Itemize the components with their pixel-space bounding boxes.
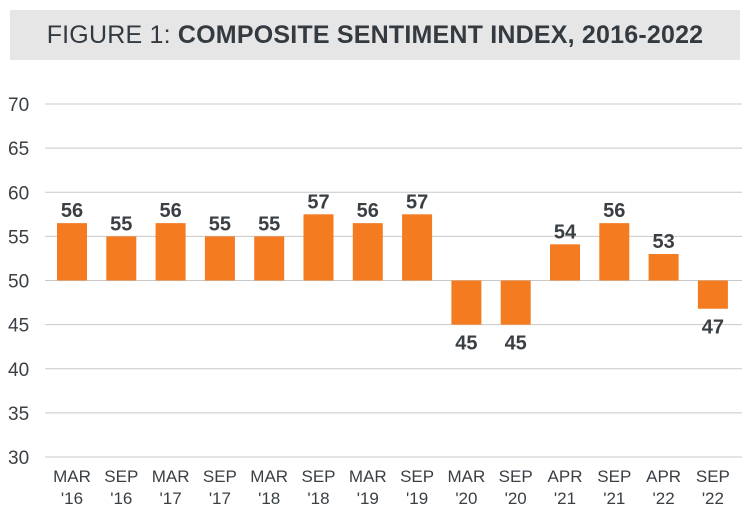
x-tick-label-13-month: SEP (696, 467, 730, 486)
bar-8 (451, 280, 482, 325)
data-label-3: 55 (209, 213, 231, 235)
x-tick-label-6-month: MAR (349, 467, 387, 486)
y-tick-label-30: 30 (8, 448, 29, 469)
x-tick-label-5-year: '18 (307, 489, 329, 508)
y-tick-label-65: 65 (8, 139, 29, 160)
x-tick-label-4-month: MAR (250, 467, 288, 486)
data-label-0: 56 (61, 200, 83, 222)
data-label-5: 57 (307, 191, 329, 213)
data-label-7: 57 (406, 191, 428, 213)
x-tick-label-1-year: '16 (110, 489, 132, 508)
x-tick-label-12-year: '22 (653, 489, 675, 508)
bar-6 (352, 223, 383, 281)
x-tick-label-8-month: MAR (448, 467, 486, 486)
bar-11 (599, 223, 630, 281)
data-label-2: 56 (159, 200, 181, 222)
x-axis-tick-labels: MAR '16 SEP '16 MAR '17 SEP '17 MAR '18 SEP '18 MAR '… (53, 467, 730, 508)
bar-3 (204, 236, 235, 281)
data-label-13: 47 (702, 317, 724, 339)
y-tick-label-35: 35 (8, 404, 29, 425)
bar-4 (254, 236, 285, 281)
x-tick-label-11-year: '21 (603, 489, 625, 508)
y-tick-label-55: 55 (8, 227, 29, 248)
y-tick-label-45: 45 (8, 316, 29, 337)
x-tick-label-13-year: '22 (702, 489, 724, 508)
bar-10 (550, 244, 580, 281)
x-tick-label-6-year: '19 (357, 489, 379, 508)
x-tick-label-0-year: '16 (61, 489, 83, 508)
x-tick-label-5-month: SEP (301, 467, 335, 486)
grid-lines (45, 103, 742, 458)
bars (57, 214, 728, 325)
bar-1 (106, 236, 137, 281)
bar-7 (402, 214, 433, 281)
y-tick-label-50: 50 (8, 272, 29, 293)
x-tick-label-4-year: '18 (258, 489, 280, 508)
bar-2 (155, 223, 186, 281)
chart-title-main: COMPOSITE SENTIMENT INDEX, 2016-2022 (177, 20, 704, 49)
x-tick-label-3-month: SEP (203, 467, 237, 486)
x-tick-label-3-year: '17 (209, 489, 231, 508)
y-tick-label-70: 70 (8, 95, 29, 116)
data-label-9: 45 (505, 333, 527, 355)
bar-0 (57, 223, 87, 281)
y-tick-label-40: 40 (8, 360, 29, 381)
x-tick-label-9-year: '20 (505, 489, 527, 508)
x-tick-label-2-year: '17 (160, 489, 182, 508)
data-label-12: 53 (652, 231, 674, 253)
chart-title: FIGURE 1: COMPOSITE SENTIMENT INDEX, 201… (47, 21, 704, 50)
x-tick-label-7-month: SEP (400, 467, 434, 486)
x-tick-label-7-year: '19 (406, 489, 428, 508)
bar-5 (303, 214, 334, 281)
data-labels: 56 55 56 55 55 57 56 57 45 45 54 56 53 47 (61, 191, 724, 354)
data-label-8: 45 (455, 333, 477, 355)
data-label-11: 56 (603, 200, 625, 222)
data-label-10: 54 (554, 221, 577, 243)
data-label-4: 55 (258, 213, 280, 235)
x-tick-label-10-year: '21 (554, 489, 576, 508)
bar-9 (500, 280, 531, 325)
x-tick-label-0-month: MAR (53, 467, 91, 486)
x-tick-label-2-month: MAR (152, 467, 190, 486)
chart-title-prefix: FIGURE 1: (46, 20, 171, 49)
x-tick-label-9-month: SEP (499, 467, 533, 486)
x-tick-label-12-month: APR (646, 467, 681, 486)
data-label-6: 56 (357, 200, 379, 222)
y-tick-label-60: 60 (8, 183, 29, 204)
x-tick-label-8-year: '20 (455, 489, 477, 508)
data-label-1: 55 (110, 213, 132, 235)
bar-13 (697, 280, 728, 309)
bar-12 (648, 254, 679, 281)
x-tick-label-10-month: APR (548, 467, 583, 486)
x-tick-label-11-month: SEP (597, 467, 631, 486)
y-axis-tick-labels: 30 35 40 45 50 55 60 65 70 (8, 95, 29, 469)
chart-title-bar: FIGURE 1: COMPOSITE SENTIMENT INDEX, 201… (10, 10, 740, 60)
x-tick-label-1-month: SEP (104, 467, 138, 486)
